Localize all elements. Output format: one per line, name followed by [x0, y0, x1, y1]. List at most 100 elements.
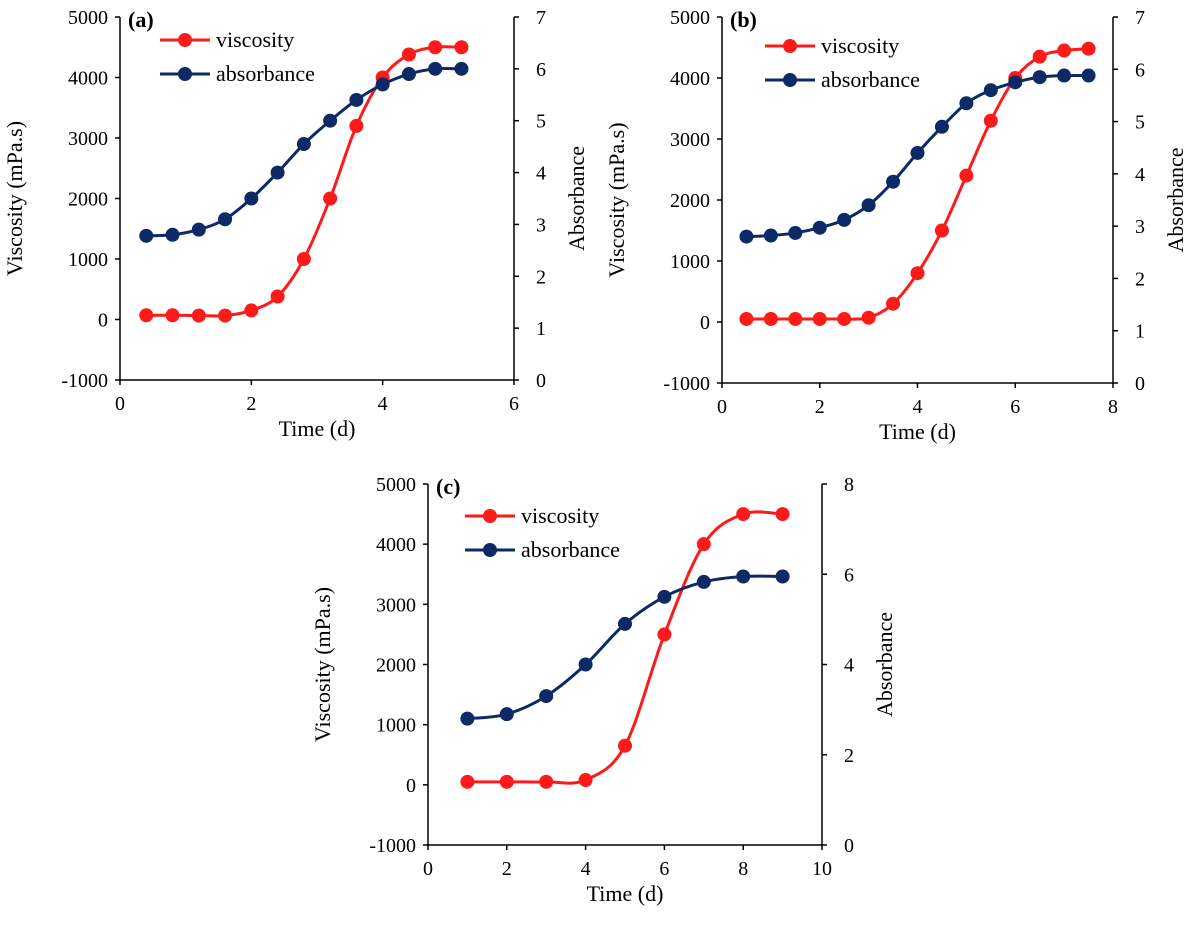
data-point-viscosity: [763, 311, 778, 326]
y2-tick-label: 4: [1135, 164, 1145, 186]
data-point-viscosity: [812, 311, 827, 326]
data-point-viscosity: [296, 252, 311, 266]
y-tick-label: 2000: [68, 189, 108, 211]
data-point-absorbance: [763, 228, 778, 243]
x-axis-title: Time (d): [879, 419, 956, 444]
y2-tick-label: 3: [536, 214, 546, 236]
data-point-absorbance: [1008, 75, 1023, 90]
data-point-viscosity: [1032, 49, 1047, 64]
data-point-absorbance: [618, 616, 632, 631]
data-point-absorbance: [460, 711, 475, 726]
x-tick-label: 6: [1010, 396, 1020, 418]
data-point-viscosity: [139, 308, 154, 323]
y-tick-label: 5000: [68, 7, 108, 29]
y2-tick-label: 5: [536, 111, 546, 133]
data-point-viscosity: [696, 537, 711, 552]
y2-tick-label: 4: [536, 163, 546, 185]
y2-tick-label: 0: [536, 370, 546, 392]
data-point-absorbance: [959, 96, 974, 111]
x-axis-title: Time (d): [587, 881, 664, 906]
legend-marker-viscosity: [178, 33, 192, 47]
data-point-viscosity: [349, 118, 364, 133]
data-point-viscosity: [618, 738, 632, 753]
x-tick-label: 2: [502, 858, 512, 880]
data-point-absorbance: [499, 707, 514, 722]
data-point-viscosity: [837, 311, 852, 326]
data-point-viscosity: [736, 507, 751, 522]
y-axis-title: Viscosity (mPa.s): [2, 121, 27, 276]
data-point-absorbance: [349, 92, 364, 107]
x-tick-label: 6: [509, 393, 519, 415]
legend-marker-absorbance: [783, 73, 797, 87]
y2-tick-label: 4: [844, 655, 854, 677]
data-point-absorbance: [139, 228, 154, 243]
data-point-viscosity: [454, 40, 469, 55]
panel-label: (b): [730, 7, 757, 32]
data-point-viscosity: [270, 289, 285, 304]
x-tick-label: 4: [913, 396, 923, 418]
data-point-viscosity: [886, 296, 901, 311]
data-point-absorbance: [244, 191, 259, 206]
y-tick-label: -1000: [663, 373, 710, 395]
data-point-viscosity: [218, 308, 233, 323]
legend-marker-absorbance: [178, 67, 192, 81]
y2-tick-label: 0: [844, 835, 854, 857]
data-point-viscosity: [983, 113, 998, 128]
data-point-absorbance: [539, 689, 554, 704]
x-axis-title: Time (d): [279, 416, 356, 441]
legend-marker-absorbance: [483, 543, 497, 557]
data-point-viscosity: [323, 191, 338, 206]
y-tick-label: 1000: [376, 715, 416, 737]
data-point-viscosity: [739, 311, 754, 326]
data-point-viscosity: [788, 311, 803, 326]
data-point-absorbance: [736, 569, 751, 584]
x-tick-label: 10: [812, 858, 832, 880]
x-tick-label: 4: [581, 858, 591, 880]
y-tick-label: 4000: [68, 68, 108, 90]
y-tick-label: 4000: [670, 68, 710, 90]
x-tick-label: 8: [738, 858, 748, 880]
data-point-viscosity: [910, 266, 925, 281]
x-tick-label: 2: [815, 396, 825, 418]
y-tick-label: 3000: [68, 128, 108, 150]
y2-tick-label: 0: [1135, 373, 1145, 395]
data-point-viscosity: [244, 303, 259, 318]
data-point-viscosity: [775, 507, 790, 522]
y2-tick-label: 5: [1135, 112, 1145, 134]
y2-tick-label: 7: [536, 7, 546, 29]
y2-axis-title: Absorbance: [564, 146, 589, 251]
data-point-absorbance: [1057, 68, 1072, 83]
series-line-absorbance: [467, 574, 783, 721]
y-tick-label: 2000: [376, 655, 416, 677]
data-point-viscosity: [539, 774, 554, 789]
data-point-absorbance: [270, 165, 285, 180]
panel-label: (a): [128, 7, 154, 32]
data-point-absorbance: [739, 229, 754, 244]
y-tick-label: 5000: [670, 7, 710, 29]
y2-tick-label: 3: [1135, 216, 1145, 238]
y2-axis-title: Absorbance: [872, 612, 897, 717]
data-point-viscosity: [460, 774, 475, 789]
data-point-absorbance: [837, 212, 852, 227]
legend-marker-viscosity: [483, 509, 497, 523]
data-point-absorbance: [696, 574, 711, 589]
data-point-viscosity: [191, 308, 206, 323]
data-point-absorbance: [428, 61, 443, 76]
legend-label-viscosity: viscosity: [821, 33, 899, 58]
y2-tick-label: 1: [1135, 321, 1145, 343]
legend-label-viscosity: viscosity: [521, 503, 599, 528]
data-point-absorbance: [1081, 68, 1096, 83]
data-point-absorbance: [191, 222, 206, 237]
legend-label-absorbance: absorbance: [821, 67, 920, 92]
y-tick-label: 1000: [68, 249, 108, 271]
data-point-absorbance: [165, 227, 180, 242]
legend-marker-viscosity: [783, 39, 797, 53]
data-point-absorbance: [375, 77, 390, 92]
data-point-viscosity: [428, 40, 443, 55]
data-point-absorbance: [323, 113, 338, 128]
data-point-viscosity: [401, 47, 416, 62]
data-point-viscosity: [499, 774, 514, 789]
data-point-absorbance: [983, 83, 998, 98]
panel-label: (c): [436, 474, 460, 499]
